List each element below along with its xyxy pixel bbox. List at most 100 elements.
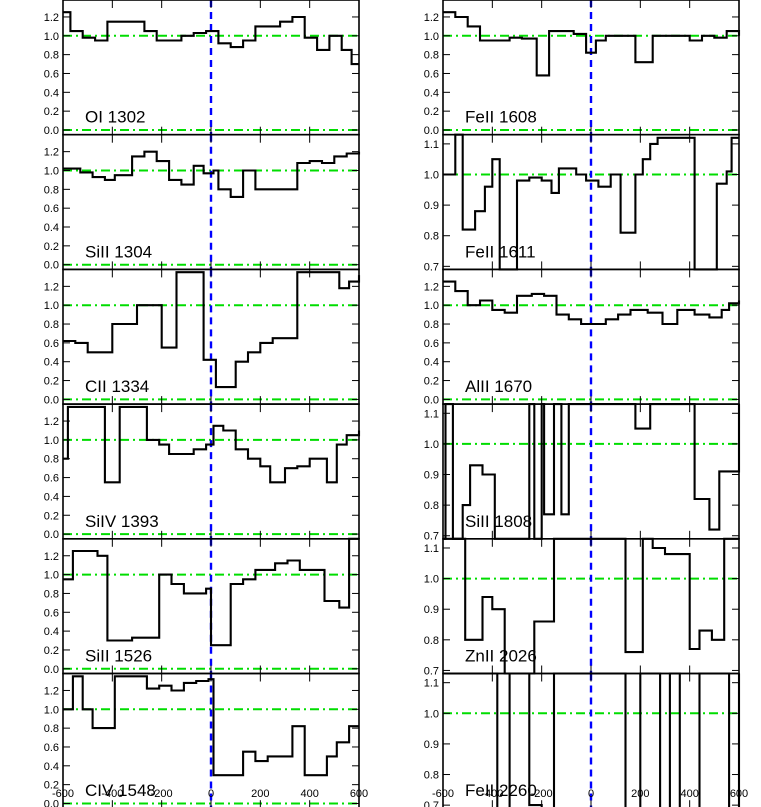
flux-profile-8: [443, 280, 741, 326]
y-tick-label: 0.8: [44, 588, 59, 600]
ion-label: ZnII 2026: [465, 647, 537, 666]
y-tick-label: 1.0: [424, 169, 439, 181]
y-tick-label: 0.2: [44, 376, 59, 388]
y-tick-label: 0.7: [424, 665, 439, 677]
y-tick-label: 0.6: [424, 338, 439, 350]
flux-profile-2: [63, 271, 361, 389]
y-tick-label: 0.8: [44, 723, 59, 735]
y-tick-label: 0.9: [424, 200, 439, 212]
y-tick-label: 1.0: [424, 31, 439, 43]
y-tick-label: 1.0: [424, 574, 439, 586]
flux-profile-1: [63, 150, 361, 198]
y-tick-label: 0.0: [44, 664, 59, 676]
x-tick-label: 0: [208, 788, 214, 800]
x-tick-label: -600: [52, 788, 74, 800]
y-tick-label: 1.0: [44, 570, 59, 582]
y-tick-label: 1.1: [424, 678, 439, 690]
y-tick-label: 0.0: [44, 529, 59, 541]
y-tick-label: 0.2: [44, 780, 59, 792]
x-tick-label: 400: [680, 788, 698, 800]
y-tick-label: 0.2: [424, 106, 439, 118]
ion-label: SiII 1304: [85, 242, 152, 261]
panel-frame: [442, 672, 740, 807]
y-tick-label: 1.2: [44, 147, 59, 159]
flux-profile-9: [443, 403, 741, 540]
flux-profile-0: [63, 11, 359, 66]
y-tick-label: 1.0: [424, 439, 439, 451]
ion-label: AlII 1670: [465, 377, 532, 396]
y-tick-label: 1.2: [424, 281, 439, 293]
x-tick-label: -400: [101, 788, 123, 800]
y-tick-label: 0.8: [44, 319, 59, 331]
y-tick-label: 0.6: [44, 68, 59, 80]
y-tick-label: 0.2: [44, 241, 59, 253]
y-tick-label: 0.0: [44, 125, 59, 137]
y-tick-label: 0.2: [424, 376, 439, 388]
ion-label: FeII 2260: [465, 781, 537, 800]
x-tick-label: 0: [588, 788, 594, 800]
ion-label: SiII 1808: [465, 512, 532, 531]
y-tick-label: 1.0: [424, 300, 439, 312]
y-tick-label: 1.1: [424, 543, 439, 555]
y-tick-label: 0.6: [44, 473, 59, 485]
y-tick-label: 0.4: [44, 87, 59, 99]
y-tick-label: 0.4: [424, 87, 439, 99]
ion-label: FeII 1608: [465, 108, 537, 127]
y-tick-label: 0.7: [424, 531, 439, 543]
y-tick-label: 0.8: [44, 184, 59, 196]
y-tick-label: 0.6: [44, 338, 59, 350]
y-tick-label: 0.4: [44, 626, 59, 638]
y-tick-label: 0.4: [44, 761, 59, 773]
ion-label: CIV 1548: [85, 781, 156, 800]
x-tick-label: 200: [251, 788, 269, 800]
y-tick-label: 0.9: [424, 470, 439, 482]
y-tick-label: 0.8: [44, 454, 59, 466]
flux-profile-3: [63, 405, 361, 484]
y-tick-label: 1.0: [44, 704, 59, 716]
ion-label: SiII 1526: [85, 647, 152, 666]
y-tick-label: 0.7: [424, 261, 439, 273]
x-tick-label: -600: [432, 788, 454, 800]
y-tick-label: 0.4: [424, 357, 439, 369]
panel-frame: [62, 672, 360, 807]
y-tick-label: 1.0: [44, 300, 59, 312]
y-tick-label: 0.9: [424, 604, 439, 616]
x-tick-label: -400: [481, 788, 503, 800]
y-tick-label: 1.0: [44, 165, 59, 177]
y-tick-label: 0.7: [424, 800, 439, 807]
flux-profile-6: [443, 11, 741, 77]
y-tick-label: 0.9: [424, 739, 439, 751]
y-tick-label: 1.2: [44, 551, 59, 563]
y-tick-label: 1.2: [44, 416, 59, 428]
y-tick-label: 0.2: [44, 510, 59, 522]
ion-label: OI 1302: [85, 108, 146, 127]
y-tick-label: 0.8: [424, 319, 439, 331]
x-tick-label: -200: [151, 788, 173, 800]
y-tick-label: 1.2: [44, 281, 59, 293]
x-tick-label: 400: [300, 788, 318, 800]
flux-profile-4: [63, 537, 359, 647]
y-tick-label: 0.8: [424, 500, 439, 512]
ion-label: CII 1334: [85, 377, 149, 396]
y-tick-label: 0.8: [44, 50, 59, 62]
y-tick-label: 0.8: [424, 231, 439, 243]
y-tick-label: 1.2: [424, 12, 439, 24]
y-tick-label: 1.1: [424, 139, 439, 151]
y-tick-label: 0.0: [44, 394, 59, 406]
x-tick-label: -200: [531, 788, 553, 800]
y-tick-label: 1.0: [44, 435, 59, 447]
y-tick-label: 0.0: [44, 260, 59, 272]
y-tick-label: 0.0: [44, 798, 59, 807]
y-tick-label: 0.8: [424, 770, 439, 782]
y-tick-label: 1.0: [44, 31, 59, 43]
x-tick-label: 600: [350, 788, 368, 800]
y-tick-label: 0.4: [44, 357, 59, 369]
y-tick-label: 0.6: [44, 607, 59, 619]
y-tick-label: 1.1: [424, 408, 439, 420]
y-tick-label: 0.4: [44, 222, 59, 234]
x-tick-label: 600: [730, 788, 748, 800]
y-tick-label: 1.2: [44, 12, 59, 24]
y-tick-label: 0.0: [424, 125, 439, 137]
y-tick-label: 1.2: [44, 685, 59, 697]
